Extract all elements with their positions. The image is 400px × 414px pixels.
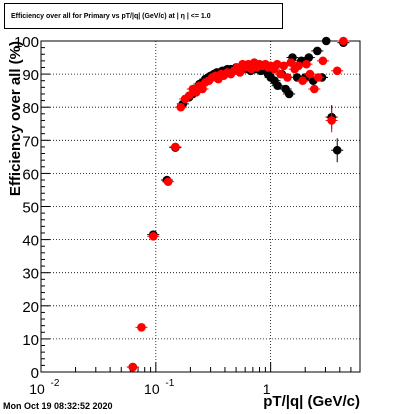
data-point-black: [284, 89, 294, 99]
data-point-black: [304, 53, 314, 62]
y-tick-label: 50: [22, 200, 39, 217]
y-tick-label: 70: [22, 133, 39, 150]
data-point-black: [273, 81, 282, 90]
x-tick-label: 10: [144, 381, 160, 397]
data-point-red: [313, 73, 323, 82]
data-point-red: [327, 116, 336, 125]
y-tick-label: 60: [22, 166, 39, 183]
x-axis-label: pT/|q| (GeV/c): [263, 393, 360, 410]
grid: [41, 41, 360, 372]
data-point-red: [137, 323, 146, 332]
title-box: Efficiency over all for Primary vs pT/|q…: [4, 3, 283, 29]
data-point-red: [163, 177, 173, 186]
data-point-red: [332, 66, 342, 76]
y-tick-label: 10: [22, 332, 39, 349]
data-point-red: [294, 61, 303, 71]
data-point-red: [310, 84, 319, 94]
data-point-red: [198, 84, 207, 94]
data-point-red: [184, 91, 194, 100]
data-points: [126, 36, 350, 372]
timestamp: Mon Oct 19 08:32:52 2020: [3, 401, 113, 411]
y-tick-label: 0: [31, 365, 39, 382]
y-tick-label: 40: [22, 233, 39, 250]
data-point-red: [279, 61, 289, 71]
y-tick-label: 80: [22, 100, 39, 117]
data-point-red: [171, 142, 180, 152]
data-point-red: [318, 56, 328, 66]
data-point-red: [176, 102, 186, 112]
x-tick-exponent: -2: [51, 378, 60, 389]
chart-title: Efficiency over all for Primary vs pT/|q…: [11, 13, 211, 20]
data-point-red: [339, 36, 348, 46]
data-point-red: [283, 73, 292, 82]
data-point-red: [286, 58, 296, 67]
y-tick-label: 20: [22, 299, 39, 316]
x-tick-label: 1: [263, 381, 271, 397]
data-point-red: [305, 69, 315, 79]
y-tick-label: 100: [14, 34, 39, 51]
x-tick-exponent: -1: [165, 378, 174, 389]
y-tick-label: 90: [22, 67, 39, 84]
data-point-black: [332, 145, 342, 155]
data-point-black: [321, 36, 331, 46]
x-tick-label: 10: [29, 381, 45, 397]
data-point-red: [276, 69, 285, 79]
data-point-red: [298, 76, 307, 86]
y-tick-label: 30: [22, 266, 39, 283]
y-axis-label: Efficiency over all (%): [7, 41, 24, 196]
data-point-red: [148, 231, 158, 241]
data-point-red: [302, 59, 311, 69]
data-point-red: [128, 362, 138, 372]
data-point-black: [313, 46, 322, 56]
